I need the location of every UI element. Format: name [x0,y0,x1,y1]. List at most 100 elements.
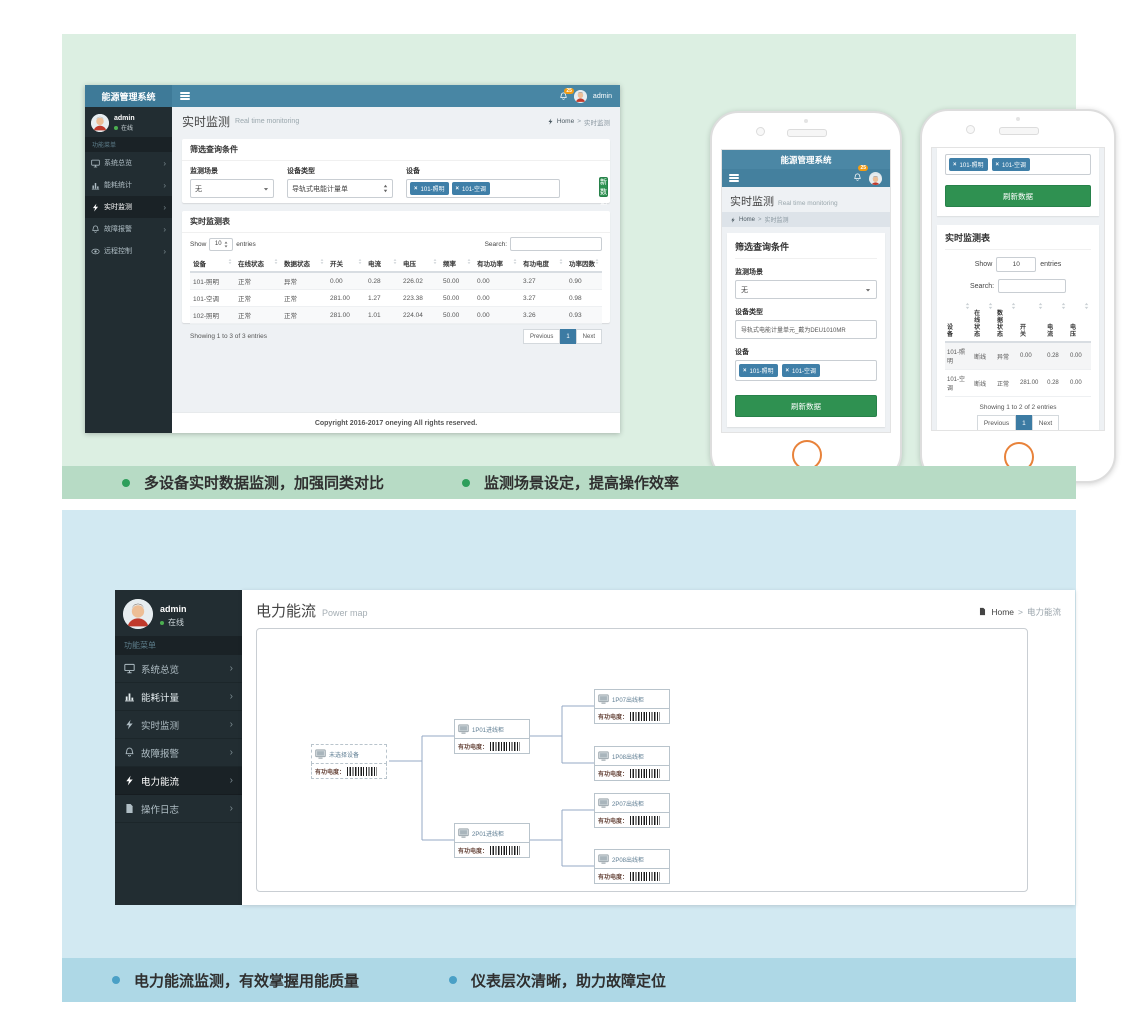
sidebar-item-system-overview[interactable]: 系统总览 › [85,152,172,174]
breadcrumb-home[interactable]: Home [556,118,575,125]
column-header[interactable]: 数据状态 [995,300,1018,343]
chevron-down-icon [865,287,871,293]
column-header[interactable]: 电压 [1068,300,1091,343]
device-tag-input[interactable]: × 101-照明 × 101-空调 [406,179,560,198]
device-tag-input[interactable]: × 101-照明 × 101-空调 [945,154,1091,175]
refresh-data-button[interactable]: 刷新数据 [599,169,608,206]
page-number-button[interactable]: 1 [560,329,576,344]
pagination: Previous 1 Next [945,415,1091,430]
breadcrumb-home[interactable]: Home [991,606,1015,617]
realtime-table-box: 实时监测表 Show 10 entries Search: [937,225,1099,430]
tree-node-2p08[interactable]: 2P08出线柜 有功电度： [594,849,670,884]
tree-node-2p01[interactable]: 2P01进线柜 有功电度： [454,823,530,858]
page-number-button[interactable]: 1 [1016,415,1032,430]
scene-select[interactable]: 无 [190,179,274,198]
sort-icon [358,258,362,265]
sidebar-item-fault-alarm[interactable]: 故障报警 › [115,739,242,767]
device-type-select[interactable]: 导轨式电能计量单元_戴为DEU1010MR [735,320,877,339]
avatar[interactable] [573,89,587,103]
refresh-data-button[interactable]: 刷新数据 [945,185,1091,207]
sort-icon [228,258,232,265]
notifications-button[interactable]: 25 [559,87,574,101]
sidebar-item-realtime-monitoring[interactable]: 实时监测 › [115,711,242,739]
sidebar-item-remote-control[interactable]: 远程控制 › [85,240,172,262]
showcase-top-panel: 能源管理系统 25 admin [62,34,1116,499]
sidebar-toggle-icon[interactable] [180,92,190,100]
sidebar-toggle-icon[interactable] [729,174,739,182]
table-info: Showing 1 to 2 of 2 entries [979,404,1057,411]
device-type-select[interactable]: 导轨式电能计量单 [287,179,393,198]
column-header[interactable]: 电压 [400,255,440,273]
caption-item: 电力能流监测，有效掌握用能质量 [112,970,359,991]
column-header[interactable]: 数据状态 [281,255,327,273]
device-tag: × 101-照明 [410,182,449,195]
search-input[interactable] [998,279,1067,293]
tag-close-icon[interactable]: × [785,367,790,374]
column-header[interactable]: 电流 [365,255,400,273]
top-navbar: 25 admin [172,85,620,107]
sidebar-item-energy-stats[interactable]: 能耗统计 › [85,174,172,196]
previous-page-button[interactable]: Previous [976,415,1017,430]
tag-close-icon[interactable]: × [995,161,1000,168]
device-tag: × 101-照明 [739,364,778,377]
avatar[interactable] [869,171,882,185]
tag-close-icon[interactable]: × [743,367,747,374]
device-tag: × 101-照明 [949,158,988,171]
tree-node-1p01[interactable]: 1P01进线柜 有功电度： [454,719,530,754]
bolt-icon [91,203,100,212]
sidebar-item-operation-log[interactable]: 操作日志 › [115,795,242,823]
column-header[interactable]: 有功电度 [520,255,566,273]
sidebar-item-fault-alarm[interactable]: 故障报警 › [85,218,172,240]
previous-page-button[interactable]: Previous [522,329,561,344]
column-header[interactable]: 开关 [327,255,365,273]
tag-close-icon[interactable]: × [953,161,957,168]
sort-icon [1061,302,1066,310]
user-name: admin [160,604,187,614]
entries-label: entries [236,240,256,248]
tree-node-root[interactable]: 未选择设备 有功电度： [311,744,387,779]
column-header[interactable]: 设备 [945,300,973,343]
refresh-data-button[interactable]: 刷新数据 [735,395,877,417]
tag-close-icon[interactable]: × [455,185,460,192]
showcase-bottom-panel: admin 在线 功能菜单 系统总览 › 能耗计量 › 实时监测 › [62,510,1076,1002]
column-header[interactable]: 功率因数 [566,255,602,273]
column-header[interactable]: 在线状态 [235,255,281,273]
sidebar-item-power-map[interactable]: 电力能流 › [115,767,242,795]
sidebar-item-energy-metering[interactable]: 能耗计量 › [115,683,242,711]
camera-dot-icon [804,119,808,123]
phone-screen: 能源管理系统 25 实时监测 Real time monitoring [721,149,891,433]
sort-icon [988,302,993,310]
sort-icon [467,258,471,265]
bullet-icon [122,478,130,487]
search-input[interactable] [510,237,602,251]
column-header[interactable]: 频率 [440,255,474,273]
breadcrumb-home[interactable]: Home [739,216,756,223]
caption-item: 仪表层次清晰，助力故障定位 [449,970,666,991]
sidebar-item-system-overview[interactable]: 系统总览 › [115,655,242,683]
notifications-button[interactable]: 25 [853,165,868,187]
navbar-username[interactable]: admin [592,92,612,100]
phone-mockup-table: × 101-照明 × 101-空调 刷新数据 实时监测表 Show 10 entri… [920,109,1116,483]
column-header[interactable]: 电流 [1045,300,1069,343]
tree-node-2p07[interactable]: 2P07出线柜 有功电度： [594,793,670,828]
sort-icon [1084,302,1089,310]
tree-node-1p07[interactable]: 1P07出线柜 有功电度： [594,689,670,724]
next-page-button[interactable]: Next [575,329,602,344]
column-header[interactable]: 在线状态 [972,300,996,343]
device-tag-input[interactable]: × 101-照明 × 101-空调 [735,360,877,381]
sort-icon [393,258,397,265]
tree-node-1p08[interactable]: 1P08出线柜 有功电度： [594,746,670,781]
column-header[interactable]: 设备 [190,255,235,273]
content-area: 实时监测 Real time monitoring Home > 实时监测 筛选… [172,107,620,433]
bullet-icon [112,976,120,984]
tag-close-icon[interactable]: × [414,185,418,192]
next-page-button[interactable]: Next [1031,415,1060,430]
scene-select[interactable]: 无 [735,280,877,299]
page-length-select[interactable]: 10 [996,257,1037,272]
column-header[interactable]: 开关 [1017,300,1046,343]
breadcrumb: Home > 实时监测 [547,117,610,127]
sidebar-item-realtime-monitoring[interactable]: 实时监测 › [85,196,172,218]
bullet-icon [462,478,471,487]
column-header[interactable]: 有功功率 [474,255,520,273]
page-length-select[interactable]: 10 [209,237,234,251]
